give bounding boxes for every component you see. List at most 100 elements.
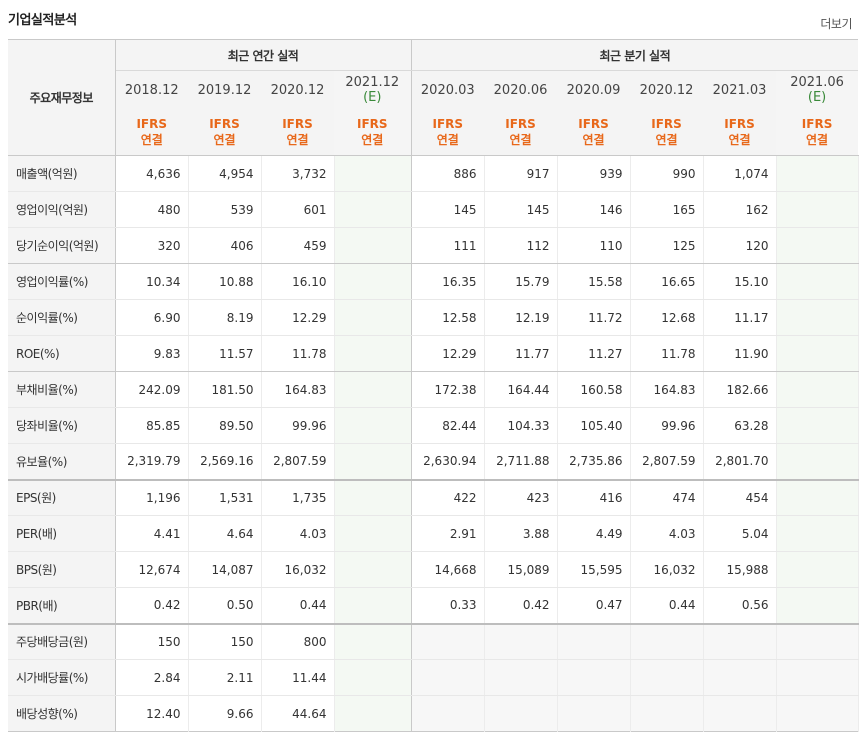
table-cell: 4,636 <box>115 155 189 192</box>
consolidated-label: 연결 <box>728 133 751 147</box>
table-cell: 4.03 <box>261 515 335 552</box>
row-label: 시가배당률(%) <box>8 659 116 696</box>
table-cell <box>703 623 777 660</box>
table-cell: 9.66 <box>188 695 262 732</box>
table-row: 유보율(%) 2,319.79 2,569.16 2,807.59 2,630.94 2,… <box>8 443 859 481</box>
table-cell: 15.58 <box>557 263 631 300</box>
period-label: 2019.12 <box>197 82 252 98</box>
row-label: PER(배) <box>8 515 116 552</box>
table-cell: 85.85 <box>115 407 189 444</box>
table-row: 주당배당금(원) 150 150 800 <box>8 623 859 660</box>
row-label: BPS(원) <box>8 551 116 588</box>
table-cell: 82.44 <box>411 407 485 444</box>
table-cell: 12.29 <box>261 299 335 336</box>
period-label: 2020.06 <box>493 82 548 98</box>
consolidated-label: 연결 <box>655 133 678 147</box>
table-cell: 4.49 <box>557 515 631 552</box>
table-cell: 11.17 <box>703 299 777 336</box>
period-label: 2021.03 <box>712 82 767 98</box>
row-label: 주당배당금(원) <box>8 623 116 660</box>
period-label: 2020.12 <box>270 82 325 98</box>
table-cell <box>776 695 859 732</box>
row-label: 매출액(억원) <box>8 155 116 192</box>
table-cell: 162 <box>703 191 777 228</box>
table-cell <box>776 371 859 408</box>
table-cell: 4.03 <box>630 515 704 552</box>
table-cell <box>334 407 412 444</box>
table-cell: 0.50 <box>188 587 262 625</box>
table-cell: 14,087 <box>188 551 262 588</box>
table-cell: 99.96 <box>630 407 704 444</box>
table-cell: 3,732 <box>261 155 335 192</box>
table-cell <box>776 515 859 552</box>
row-label: EPS(원) <box>8 479 116 516</box>
table-cell <box>334 335 412 372</box>
period-header: 2020.12 <box>630 70 704 109</box>
table-cell: 89.50 <box>188 407 262 444</box>
row-label: 순이익률(%) <box>8 299 116 336</box>
table-cell: 164.83 <box>630 371 704 408</box>
table-cell: 4.64 <box>188 515 262 552</box>
table-cell: 11.57 <box>188 335 262 372</box>
table-cell <box>334 551 412 588</box>
table-cell: 16.35 <box>411 263 485 300</box>
table-cell: 1,074 <box>703 155 777 192</box>
table-cell <box>334 227 412 264</box>
table-cell: 11.27 <box>557 335 631 372</box>
table-cell: 181.50 <box>188 371 262 408</box>
row-label: 부채비율(%) <box>8 371 116 408</box>
table-cell: 165 <box>630 191 704 228</box>
table-cell <box>776 659 859 696</box>
table-cell: 406 <box>188 227 262 264</box>
table-cell <box>630 659 704 696</box>
table-cell <box>484 623 558 660</box>
table-cell: 2,319.79 <box>115 443 189 481</box>
more-link[interactable]: 더보기 <box>820 17 852 31</box>
table-cell: 11.44 <box>261 659 335 696</box>
table-row: PER(배) 4.41 4.64 4.03 2.91 3.88 4.49 4.03 5.04 <box>8 515 859 552</box>
table-cell <box>484 659 558 696</box>
table-cell <box>334 659 412 696</box>
table-cell: 172.38 <box>411 371 485 408</box>
consolidated-label: 연결 <box>509 133 532 147</box>
table-cell: 12.40 <box>115 695 189 732</box>
consolidated-label: 연결 <box>806 133 829 147</box>
table-cell: 146 <box>557 191 631 228</box>
table-cell <box>334 587 412 625</box>
table-cell <box>334 191 412 228</box>
period-header: 2020.06 <box>484 70 558 109</box>
ifrs-header: IFRS 연결 <box>630 109 704 156</box>
ifrs-header: IFRS 연결 <box>188 109 261 156</box>
table-cell <box>334 155 412 192</box>
consolidated-label: 연결 <box>286 133 309 147</box>
table-row: 당좌비율(%) 85.85 89.50 99.96 82.44 104.33 105.40 9… <box>8 407 859 444</box>
ifrs-label: IFRS <box>801 117 833 131</box>
table-row: PBR(배) 0.42 0.50 0.44 0.33 0.42 0.47 0.44 0.56 <box>8 587 859 625</box>
table-cell <box>557 659 631 696</box>
table-cell <box>776 155 859 192</box>
table-cell: 10.34 <box>115 263 189 300</box>
table-cell <box>776 299 859 336</box>
table-cell: 63.28 <box>703 407 777 444</box>
table-cell: 2,735.86 <box>557 443 631 481</box>
period-header: 2021.03 <box>703 70 777 109</box>
table-row: 시가배당률(%) 2.84 2.11 11.44 <box>8 659 859 696</box>
table-cell <box>776 227 859 264</box>
table-cell <box>630 695 704 732</box>
table-cell: 0.42 <box>484 587 558 625</box>
ifrs-label: IFRS <box>432 117 464 131</box>
table-cell: 12,674 <box>115 551 189 588</box>
table-cell <box>334 479 412 516</box>
ifrs-header: IFRS 연결 <box>261 109 334 156</box>
row-header-label: 주요재무정보 <box>8 39 116 156</box>
table-cell: 939 <box>557 155 631 192</box>
table-cell: 601 <box>261 191 335 228</box>
ifrs-label: IFRS <box>724 117 755 131</box>
table-cell: 4,954 <box>188 155 262 192</box>
table-cell: 459 <box>261 227 335 264</box>
table-cell: 15.79 <box>484 263 558 300</box>
table-cell <box>776 587 859 625</box>
table-cell: 0.42 <box>115 587 189 625</box>
table-cell <box>703 695 777 732</box>
